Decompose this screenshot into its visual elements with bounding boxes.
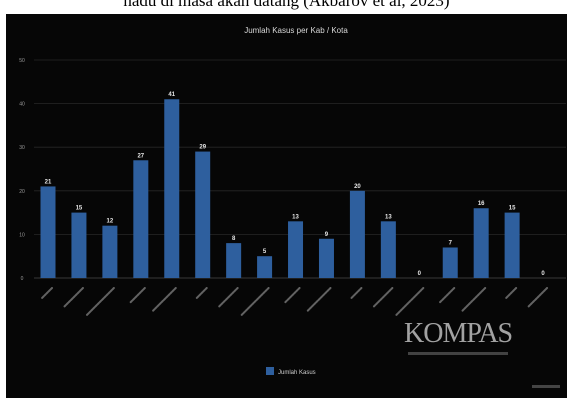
bar [71, 212, 87, 278]
bar [473, 208, 489, 278]
legend: Jumlah Kasus [266, 367, 316, 376]
bar [40, 186, 56, 278]
bar [226, 243, 242, 278]
data-label: 0 [418, 271, 422, 277]
data-label: 15 [76, 206, 83, 212]
bar [102, 225, 118, 278]
x-tick-label-mark [284, 287, 301, 304]
bar [442, 247, 458, 278]
data-label: 15 [509, 206, 516, 212]
legend-label: Jumlah Kasus [278, 370, 316, 376]
bar [318, 238, 334, 278]
x-tick-label-mark [461, 287, 487, 313]
y-tick-label: 0 [21, 276, 24, 282]
kompas-watermark: KOMPAS [404, 318, 513, 349]
x-tick-label-mark [438, 287, 456, 304]
data-label: 29 [199, 145, 206, 151]
data-label: 27 [137, 153, 144, 159]
x-tick-label-mark [240, 287, 270, 317]
data-labels: 21 15 12 27 41 29 8 5 13 9 20 13 0 7 16 15 0 [45, 92, 546, 277]
data-label: 9 [325, 232, 329, 238]
x-tick-label-mark [306, 287, 332, 313]
y-tick-label: 30 [19, 145, 25, 151]
chart-panel [6, 14, 567, 398]
corner-mark [532, 385, 560, 388]
bar [164, 99, 180, 279]
x-tick-label-mark [527, 287, 549, 308]
x-tick-label-mark [195, 287, 208, 300]
data-label: 20 [354, 184, 361, 190]
data-label: 12 [107, 219, 114, 225]
y-tick-label: 10 [19, 232, 25, 238]
y-tick-label: 50 [19, 58, 25, 64]
bar [504, 212, 520, 278]
x-tick-label-mark [217, 287, 239, 308]
x-tick-label-mark [63, 287, 84, 308]
bar [288, 221, 304, 278]
data-label: 41 [168, 92, 175, 98]
data-label: 0 [541, 271, 545, 277]
caption-fragment: hadu di masa akan datang (Akbarov et al,… [123, 0, 450, 10]
data-label: 16 [478, 201, 485, 207]
bar [380, 221, 396, 278]
x-tick-label-mark [40, 287, 53, 300]
legend-swatch [266, 367, 274, 375]
x-tick-label-mark [151, 287, 177, 313]
data-label: 13 [292, 214, 299, 220]
data-label: 8 [232, 236, 236, 242]
bar [195, 151, 211, 278]
x-tick-label-mark [505, 287, 518, 300]
bar [257, 256, 273, 278]
chart-title: Jumlah Kasus per Kab / Kota [244, 26, 348, 35]
x-tick-label-mark [394, 287, 425, 317]
data-label: 21 [45, 179, 52, 185]
x-tick-label-mark [372, 287, 394, 308]
bar [349, 190, 365, 278]
y-axis-ticks: 0 10 20 30 40 50 [19, 58, 25, 282]
bars [40, 99, 520, 279]
x-axis-ticks [40, 287, 549, 317]
x-tick-label-mark [85, 287, 115, 317]
y-tick-label: 40 [19, 102, 25, 108]
watermark-underline [408, 352, 508, 355]
data-label: 7 [449, 240, 453, 246]
x-tick-label-mark [350, 287, 363, 300]
data-label: 5 [263, 249, 267, 255]
y-tick-label: 20 [19, 189, 25, 195]
bar [133, 160, 149, 278]
data-label: 13 [385, 214, 392, 220]
x-tick-label-mark [129, 287, 146, 304]
